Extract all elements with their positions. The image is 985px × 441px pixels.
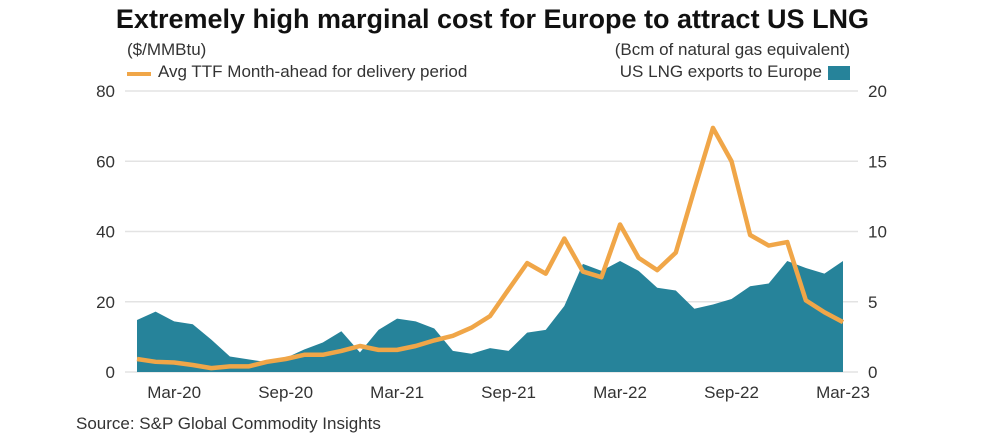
x-tick-label: Mar-21 xyxy=(370,383,424,402)
x-tick-label: Mar-23 xyxy=(816,383,870,402)
legend-line xyxy=(127,72,151,76)
x-tick-label: Sep-22 xyxy=(704,383,759,402)
left-axis-label: ($/MMBtu) xyxy=(127,40,207,59)
right-tick-label: 0 xyxy=(868,363,877,382)
legend-label-lng: US LNG exports to Europe xyxy=(619,62,822,81)
chart-title: Extremely high marginal cost for Europe … xyxy=(115,4,870,34)
legend-swatch xyxy=(828,66,850,80)
right-tick-label: 20 xyxy=(868,82,887,101)
right-axis-label: (Bcm of natural gas equivalent) xyxy=(614,40,850,59)
legend-label-ttf: Avg TTF Month-ahead for delivery period xyxy=(158,62,468,81)
left-tick-label: 0 xyxy=(106,363,115,382)
left-tick-label: 40 xyxy=(96,223,115,242)
right-tick-label: 15 xyxy=(868,152,887,171)
right-tick-label: 10 xyxy=(868,223,887,242)
lng-exports-area xyxy=(137,261,843,372)
left-tick-label: 60 xyxy=(96,152,115,171)
x-tick-label: Sep-20 xyxy=(258,383,313,402)
right-tick-label: 5 xyxy=(868,293,877,312)
x-tick-label: Mar-20 xyxy=(147,383,201,402)
left-tick-label: 80 xyxy=(96,82,115,101)
x-tick-label: Sep-21 xyxy=(481,383,536,402)
left-tick-label: 20 xyxy=(96,293,115,312)
x-tick-label: Mar-22 xyxy=(593,383,647,402)
source-note: Source: S&P Global Commodity Insights xyxy=(76,414,381,433)
